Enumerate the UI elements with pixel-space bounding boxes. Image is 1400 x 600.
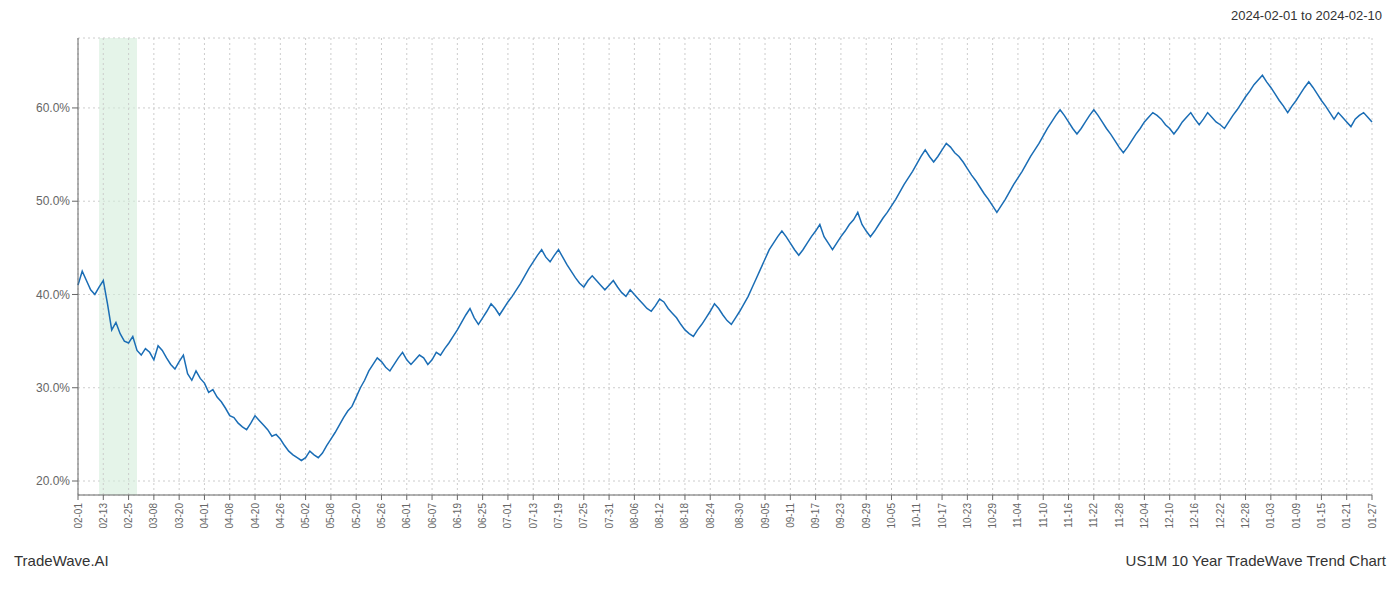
svg-text:09-05: 09-05	[760, 503, 771, 529]
svg-text:07-31: 07-31	[604, 503, 615, 529]
svg-text:02-13: 02-13	[98, 503, 109, 529]
html-text:TradeWave.AI: TradeWave.AI	[14, 552, 109, 569]
svg-text:01-09: 01-09	[1291, 503, 1302, 529]
svg-text:05-08: 05-08	[325, 503, 336, 529]
svg-text:06-19: 06-19	[452, 503, 463, 529]
svg-text:50.0%: 50.0%	[36, 194, 70, 208]
svg-text:20.0%: 20.0%	[36, 474, 70, 488]
svg-text:07-01: 07-01	[502, 503, 513, 529]
svg-text:07-19: 07-19	[553, 503, 564, 529]
svg-text:09-11: 09-11	[785, 503, 796, 528]
svg-text:11-10: 11-10	[1038, 503, 1049, 528]
svg-text:10-05: 10-05	[886, 503, 897, 529]
svg-text:01-21: 01-21	[1341, 503, 1352, 529]
svg-text:07-25: 07-25	[578, 503, 589, 529]
svg-text:10-29: 10-29	[987, 503, 998, 529]
svg-text:12-16: 12-16	[1189, 503, 1200, 529]
html-text:US1M 10 Year TradeWave Trend C: US1M 10 Year TradeWave Trend Chart	[1125, 552, 1386, 569]
svg-text:08-06: 08-06	[629, 503, 640, 529]
svg-text:02-01: 02-01	[73, 503, 84, 529]
svg-text:09-29: 09-29	[861, 503, 872, 529]
svg-text:08-24: 08-24	[705, 503, 716, 529]
svg-text:07-13: 07-13	[528, 503, 539, 529]
svg-text:04-01: 04-01	[199, 503, 210, 529]
svg-text:01-15: 01-15	[1316, 503, 1327, 529]
svg-text:04-20: 04-20	[250, 503, 261, 529]
svg-text:11-28: 11-28	[1114, 503, 1125, 528]
svg-text:11-04: 11-04	[1012, 503, 1023, 528]
svg-text:12-22: 12-22	[1215, 503, 1226, 529]
svg-text:05-20: 05-20	[351, 503, 362, 529]
svg-text:12-28: 12-28	[1240, 503, 1251, 529]
svg-text:12-10: 12-10	[1164, 503, 1175, 529]
svg-text:30.0%: 30.0%	[36, 381, 70, 395]
svg-text:06-25: 06-25	[477, 503, 488, 529]
svg-text:04-08: 04-08	[224, 503, 235, 529]
svg-text:10-11: 10-11	[911, 503, 922, 528]
svg-text:60.0%: 60.0%	[36, 101, 70, 115]
svg-text:08-12: 08-12	[654, 503, 665, 529]
svg-text:09-17: 09-17	[810, 503, 821, 529]
svg-text:12-04: 12-04	[1139, 503, 1150, 529]
svg-text:10-23: 10-23	[962, 503, 973, 529]
svg-text:05-02: 05-02	[300, 503, 311, 529]
svg-text:02-25: 02-25	[123, 503, 134, 529]
svg-text:01-03: 01-03	[1265, 503, 1276, 529]
svg-text:40.0%: 40.0%	[36, 288, 70, 302]
svg-text:05-26: 05-26	[376, 503, 387, 529]
svg-text:08-30: 08-30	[734, 503, 745, 529]
svg-text:03-20: 03-20	[174, 503, 185, 529]
svg-text:11-16: 11-16	[1063, 503, 1074, 528]
svg-text:04-26: 04-26	[275, 503, 286, 529]
html-text:2024-02-01 to 2024-02-10: 2024-02-01 to 2024-02-10	[1230, 8, 1382, 23]
svg-text:03-08: 03-08	[148, 503, 159, 529]
svg-text:01-27: 01-27	[1367, 503, 1378, 529]
svg-text:06-07: 06-07	[427, 503, 438, 529]
svg-text:06-01: 06-01	[401, 503, 412, 529]
svg-text:08-18: 08-18	[679, 503, 690, 529]
svg-text:11-22: 11-22	[1088, 503, 1099, 528]
svg-text:09-23: 09-23	[835, 503, 846, 529]
svg-text:10-17: 10-17	[937, 503, 948, 529]
